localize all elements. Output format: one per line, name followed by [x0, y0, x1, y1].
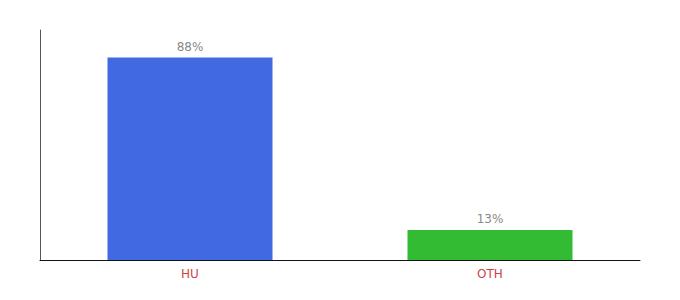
svg-text:88%: 88%: [177, 40, 204, 54]
svg-text:OTH: OTH: [477, 267, 503, 281]
svg-text:HU: HU: [181, 267, 199, 281]
svg-text:13%: 13%: [477, 212, 504, 226]
